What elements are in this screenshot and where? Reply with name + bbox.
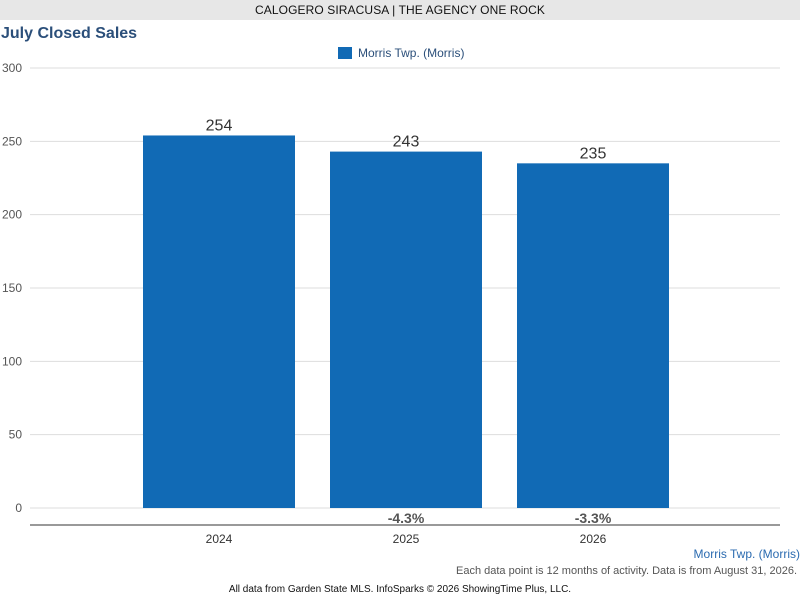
y-tick-label: 100 [2,354,22,368]
bar [143,135,295,508]
y-tick-label: 250 [2,134,22,148]
percent-change-label: -3.3% [575,510,612,526]
data-note: Each data point is 12 months of activity… [456,565,797,577]
bar [330,151,482,508]
x-tick-label: 2025 [393,532,420,546]
footer-credit: All data from Garden State MLS. InfoSpar… [228,584,572,595]
x-tick-label: 2024 [206,532,233,546]
y-tick-label: 0 [15,501,22,515]
bar [517,163,669,509]
y-tick-label: 300 [2,61,22,75]
legend-label: Morris Twp. (Morris) [358,46,465,60]
data-label: 243 [393,134,420,151]
percent-change-label: -4.3% [388,510,425,526]
data-label: 254 [206,117,233,134]
y-tick-label: 200 [2,208,22,222]
series-corner-label: Morris Twp. (Morris) [693,547,800,561]
y-tick-label: 50 [9,428,23,442]
chart-title: July Closed Sales [1,25,138,42]
legend-swatch [338,47,352,59]
x-tick-label: 2026 [580,532,607,546]
y-tick-label: 150 [2,281,22,295]
agent-banner: CALOGERO SIRACUSA | THE AGENCY ONE ROCK [0,0,800,20]
data-label: 235 [580,145,607,162]
legend[interactable]: Morris Twp. (Morris) [338,45,464,61]
